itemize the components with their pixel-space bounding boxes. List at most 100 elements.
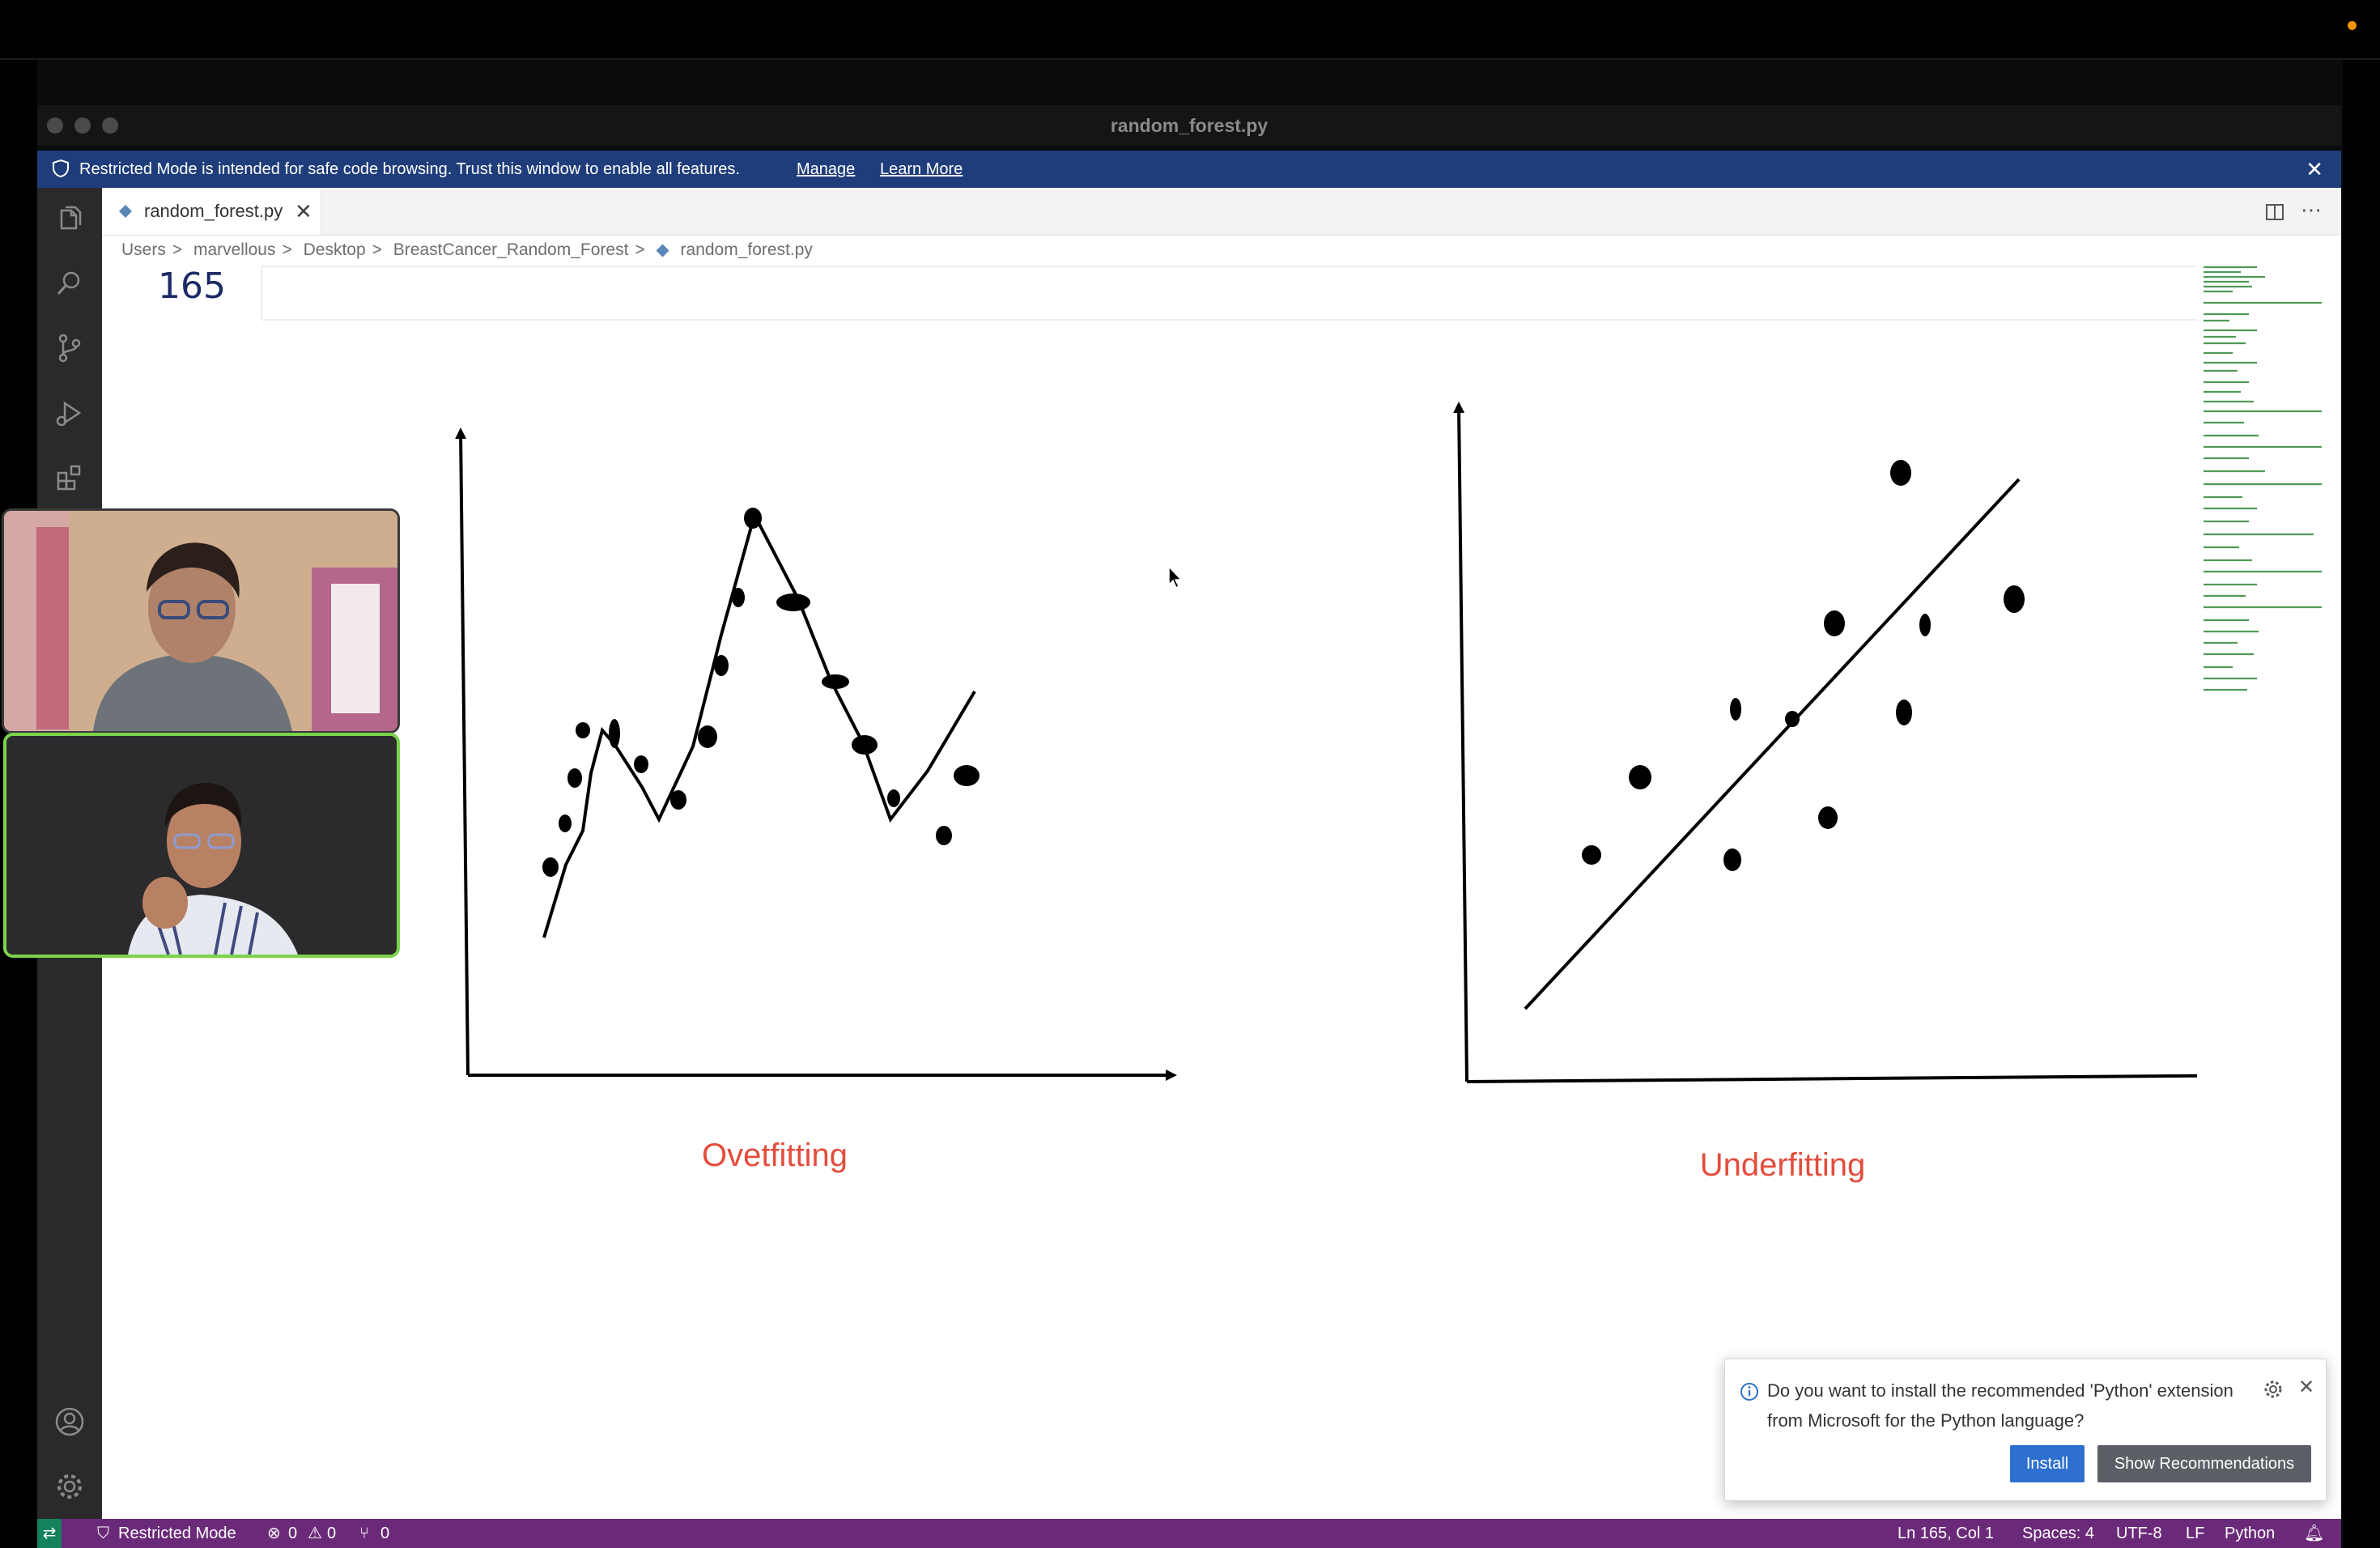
participant-avatar xyxy=(4,511,397,731)
underfitting-label: Underfitting xyxy=(1700,1147,1866,1183)
line-ending[interactable]: LF xyxy=(2186,1525,2205,1542)
warning-count[interactable]: 0 xyxy=(327,1525,337,1542)
data-point xyxy=(776,593,810,611)
language-mode[interactable]: Python xyxy=(2225,1525,2276,1542)
extension-recommendation-toast: Do you want to install the recommended '… xyxy=(1724,1359,2327,1501)
data-point xyxy=(1896,700,1912,725)
data-point xyxy=(1723,848,1741,871)
indentation[interactable]: Spaces: 4 xyxy=(2022,1525,2094,1542)
overfit-y-axis xyxy=(455,427,470,1076)
restricted-mode-indicator[interactable]: Restricted Mode xyxy=(118,1525,236,1542)
account-icon[interactable] xyxy=(53,1406,86,1438)
data-point xyxy=(1629,765,1651,789)
manage-link[interactable]: Manage xyxy=(797,160,856,178)
python-file-icon xyxy=(119,205,132,218)
chevron-right-icon: > xyxy=(282,240,292,259)
run-debug-icon[interactable] xyxy=(53,397,86,429)
chevron-right-icon: > xyxy=(372,240,382,259)
warning-icon: ⚠ xyxy=(308,1525,322,1542)
breadcrumb-item[interactable]: BreastCancer_Random_Forest xyxy=(393,240,629,259)
split-editor-icon[interactable] xyxy=(2265,202,2284,222)
settings-gear-icon[interactable] xyxy=(53,1470,86,1503)
banner-message: Restricted Mode is intended for safe cod… xyxy=(79,160,740,178)
tab-label: random_forest.py xyxy=(144,201,283,221)
data-point xyxy=(1818,806,1838,829)
source-control-icon[interactable] xyxy=(53,332,86,364)
underfit-data-points xyxy=(1582,460,2025,871)
data-point xyxy=(1890,460,1911,486)
close-icon[interactable]: ✕ xyxy=(2298,1376,2315,1398)
chevron-right-icon: > xyxy=(635,240,645,259)
data-point xyxy=(714,655,729,676)
data-point xyxy=(698,725,717,748)
data-point xyxy=(670,790,686,810)
ports-icon: ⑂ xyxy=(359,1525,369,1542)
cursor-position[interactable]: Ln 165, Col 1 xyxy=(1898,1525,1994,1542)
show-recommendations-button[interactable]: Show Recommendations xyxy=(2097,1445,2311,1482)
remote-icon[interactable]: ⇄ xyxy=(37,1519,62,1548)
shield-icon: ⛉ xyxy=(97,1525,109,1542)
chevron-right-icon: > xyxy=(172,240,183,259)
underfit-y-axis xyxy=(1453,402,1468,1082)
data-point xyxy=(634,755,648,773)
data-point xyxy=(1919,614,1931,636)
search-icon[interactable] xyxy=(53,267,86,300)
data-point xyxy=(542,857,559,877)
recording-indicator-icon xyxy=(2348,21,2357,30)
participant-avatar xyxy=(6,736,397,955)
breadcrumb-item[interactable]: Users xyxy=(121,240,166,259)
minimap[interactable] xyxy=(2200,264,2322,701)
info-icon xyxy=(1740,1383,1758,1401)
learn-more-link[interactable]: Learn More xyxy=(880,160,963,178)
editor-area xyxy=(102,188,2341,1519)
overfitting-label: Ovetfitting xyxy=(702,1138,848,1173)
whiteboard-drawing: Ovetfitting Underfitting xyxy=(455,402,2197,1183)
encoding[interactable]: UTF-8 xyxy=(2116,1525,2162,1542)
minimize-window-button[interactable] xyxy=(74,117,91,134)
video-participant-1[interactable] xyxy=(2,508,400,734)
close-window-button[interactable] xyxy=(47,117,63,134)
underfit-x-axis xyxy=(1466,1074,2197,1083)
zoom-window-button[interactable] xyxy=(102,117,118,134)
data-point xyxy=(567,768,582,788)
data-point xyxy=(822,674,849,689)
data-point xyxy=(936,826,952,845)
tab-bar: ⋯ xyxy=(102,188,2341,236)
breadcrumb-item[interactable]: Desktop xyxy=(303,240,366,259)
ports-count[interactable]: 0 xyxy=(380,1525,390,1542)
python-file-icon: ◆ xyxy=(656,240,669,259)
data-point xyxy=(1785,711,1800,727)
close-icon[interactable]: ✕ xyxy=(2306,157,2323,181)
data-point xyxy=(852,735,878,755)
extensions-icon[interactable] xyxy=(53,461,86,494)
error-icon: ⊗ xyxy=(267,1525,281,1542)
data-point xyxy=(2004,585,2025,613)
notification-message: Do you want to install the recommended '… xyxy=(1767,1380,2233,1431)
data-point xyxy=(1824,610,1845,636)
restricted-mode-banner: Restricted Mode is intended for safe cod… xyxy=(37,151,2341,188)
overfit-data-points xyxy=(542,508,980,877)
data-point xyxy=(887,789,900,807)
line-number: 165 xyxy=(158,266,226,307)
install-button[interactable]: Install xyxy=(2010,1445,2085,1482)
error-count[interactable]: 0 xyxy=(288,1525,298,1542)
video-participant-2[interactable] xyxy=(3,733,400,958)
data-point xyxy=(954,765,980,786)
tab-random-forest[interactable]: random_forest.py ✕ xyxy=(102,188,321,235)
data-point xyxy=(744,508,762,529)
shield-icon xyxy=(53,159,69,178)
current-line-highlight[interactable] xyxy=(261,266,2197,321)
data-point xyxy=(1730,698,1741,721)
data-point xyxy=(559,814,572,832)
more-actions-icon[interactable]: ⋯ xyxy=(2301,198,2322,222)
explorer-icon[interactable] xyxy=(53,204,86,236)
breadcrumb-item[interactable]: random_forest.py xyxy=(680,240,813,259)
window-title: random_forest.py xyxy=(1110,115,1269,136)
underfit-fit-line xyxy=(1524,478,2021,1010)
screen-top-bar xyxy=(0,0,2380,60)
breadcrumb-item[interactable]: marvellous xyxy=(193,240,276,259)
settings-gear-icon[interactable] xyxy=(2263,1379,2284,1400)
bell-icon[interactable]: 🔔︎ xyxy=(2304,1525,2325,1542)
close-icon[interactable]: ✕ xyxy=(295,199,312,223)
data-point xyxy=(576,722,590,738)
